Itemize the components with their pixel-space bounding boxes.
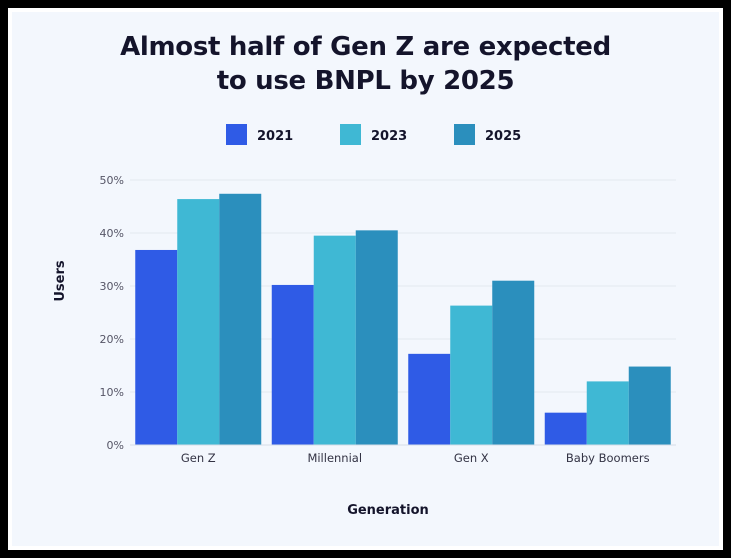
bars xyxy=(135,193,671,445)
chart-title-line-2: to use BNPL by 2025 xyxy=(216,66,515,96)
bar-2021-gen-x xyxy=(408,353,451,445)
y-tick-label: 0% xyxy=(107,439,124,452)
bar-2025-baby-boomers xyxy=(628,366,671,445)
category-label: Baby Boomers xyxy=(566,451,650,465)
legend-swatch-2023 xyxy=(340,124,361,145)
category-labels: Gen Z Millennial Gen X Baby Boomers xyxy=(181,451,650,465)
bar-2025-gen-x xyxy=(492,280,535,445)
legend-swatch-2025 xyxy=(454,124,475,145)
bar-2023-gen-x xyxy=(450,305,493,445)
bar-2023-millennial xyxy=(313,235,356,445)
y-tick-label: 20% xyxy=(100,333,124,346)
category-label: Gen Z xyxy=(181,451,216,465)
bar-2023-gen-z xyxy=(177,199,220,445)
category-label: Gen X xyxy=(454,451,489,465)
y-axis-label: Users xyxy=(53,260,68,302)
legend: 2021 2023 2025 xyxy=(226,124,521,145)
y-tick-label: 10% xyxy=(100,386,124,399)
bar-2021-millennial xyxy=(271,284,314,445)
bar-2021-gen-z xyxy=(135,249,178,445)
chart-title: Almost half of Gen Z are expected to use… xyxy=(0,30,731,98)
legend-swatch-2021 xyxy=(226,124,247,145)
y-tick-labels: 0% 10% 20% 30% 40% 50% xyxy=(100,174,124,452)
category-label: Millennial xyxy=(307,451,362,465)
y-tick-label: 40% xyxy=(100,227,124,240)
y-tick-label: 50% xyxy=(100,174,124,187)
y-tick-label: 30% xyxy=(100,280,124,293)
bar-2025-gen-z xyxy=(219,193,262,445)
x-axis-label: Generation xyxy=(347,503,429,518)
bar-2025-millennial xyxy=(355,230,398,445)
legend-label-2021: 2021 xyxy=(257,129,293,144)
legend-label-2023: 2023 xyxy=(371,129,407,144)
bar-2023-baby-boomers xyxy=(586,381,629,445)
chart-title-line-1: Almost half of Gen Z are expected xyxy=(120,32,611,62)
bar-2021-baby-boomers xyxy=(544,412,587,445)
legend-label-2025: 2025 xyxy=(485,129,521,144)
